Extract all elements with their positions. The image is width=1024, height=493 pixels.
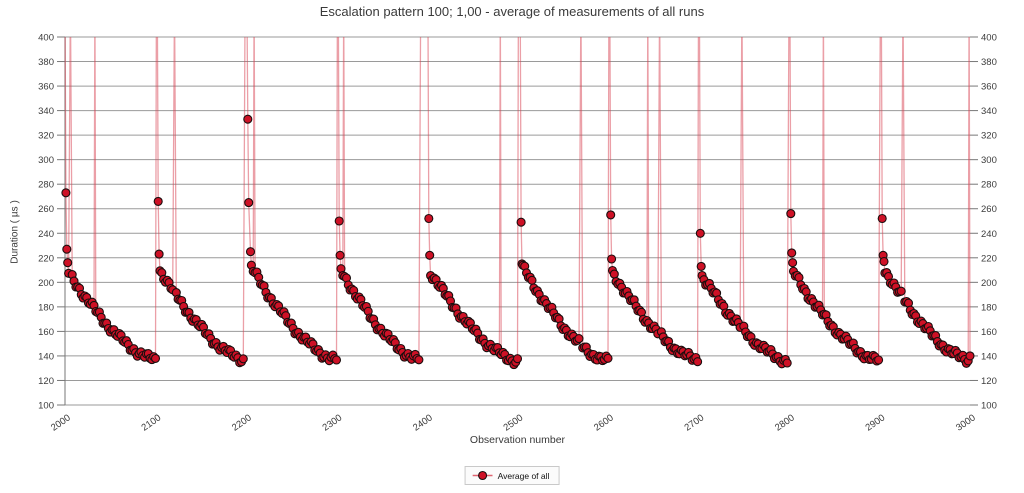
x-tick-label: 2500 — [502, 412, 526, 433]
data-point-marker — [61, 188, 71, 198]
y-tick-label: 340 — [38, 106, 54, 117]
series-average-of-all — [61, 37, 975, 370]
x-tick-label: 2200 — [230, 412, 254, 433]
data-point-marker — [603, 353, 613, 363]
x-tick-label: 2300 — [321, 412, 345, 433]
chart-title: Escalation pattern 100; 1,00 - average o… — [319, 4, 705, 19]
data-point-marker — [609, 269, 619, 279]
data-point-marker — [787, 248, 797, 258]
x-tick-label: 2400 — [411, 412, 435, 433]
data-point-marker — [62, 244, 72, 254]
data-point-marker — [607, 254, 617, 264]
x-tick-label: 2900 — [864, 412, 888, 433]
y-tick-label: 400 — [38, 33, 54, 44]
y-tick-label-right: 200 — [981, 278, 997, 289]
y-tick-label: 120 — [38, 376, 54, 387]
x-axis-label: Observation number — [469, 434, 566, 446]
y-tick-label: 240 — [38, 229, 54, 240]
y-tick-label: 320 — [38, 131, 54, 142]
y-tick-label-right: 280 — [981, 180, 997, 191]
y-tick-label-right: 380 — [981, 57, 997, 68]
x-tick-label: 3000 — [954, 412, 978, 433]
data-point-marker — [334, 216, 344, 226]
data-point-marker — [153, 196, 163, 206]
data-point-marker — [786, 209, 796, 219]
data-point-marker — [693, 357, 703, 367]
data-point-marker — [794, 272, 804, 283]
y-tick-label: 220 — [38, 253, 54, 264]
data-point-marker — [695, 228, 705, 238]
y-tick-label: 140 — [38, 351, 54, 362]
y-tick-label-right: 120 — [981, 376, 997, 387]
y-tick-label-right: 360 — [981, 82, 997, 93]
data-point-marker — [154, 249, 164, 259]
legend-label: Average of all — [497, 470, 550, 481]
y-tick-label-right: 240 — [981, 229, 997, 240]
y-tick-label: 260 — [38, 204, 54, 215]
y-tick-label: 160 — [38, 327, 54, 338]
data-point-marker — [238, 354, 248, 364]
data-point-marker — [331, 355, 342, 365]
data-point-marker — [244, 198, 254, 208]
y-tick-label-right: 100 — [981, 401, 997, 412]
data-point-marker — [424, 213, 434, 224]
data-point-marker — [606, 210, 616, 220]
data-point-marker — [335, 250, 345, 260]
y-tick-label-right: 300 — [981, 155, 997, 166]
y-tick-label-right: 220 — [981, 253, 997, 264]
data-point-marker — [788, 258, 798, 268]
data-point-marker — [63, 258, 73, 268]
data-point-marker — [574, 334, 584, 344]
x-tick-label: 2600 — [592, 412, 616, 433]
legend: Average of all — [464, 466, 560, 485]
data-point-marker — [877, 213, 887, 224]
y-tick-label-right: 340 — [981, 106, 997, 117]
data-point-marker — [965, 351, 975, 361]
x-tick-label: 2700 — [683, 412, 707, 433]
data-point-marker — [896, 286, 906, 296]
series-line — [64, 37, 971, 366]
legend-series-marker-icon — [472, 470, 493, 481]
y-axis-label: Duration ( µs ) — [9, 200, 21, 264]
y-tick-label: 300 — [38, 155, 54, 166]
x-tick-label: 2100 — [140, 412, 164, 433]
y-tick-label: 380 — [38, 57, 54, 68]
data-point-marker — [879, 256, 889, 267]
y-tick-label: 200 — [38, 278, 54, 289]
data-point-marker — [425, 250, 435, 260]
y-tick-label: 280 — [38, 180, 54, 191]
x-tick-label: 2000 — [49, 412, 73, 433]
data-point-marker — [782, 358, 792, 368]
y-tick-label-right: 400 — [981, 33, 997, 44]
y-tick-label-right: 180 — [981, 302, 997, 313]
data-point-marker — [150, 353, 161, 363]
y-tick-label: 360 — [38, 82, 54, 93]
data-point-marker — [527, 275, 537, 285]
data-point-marker — [243, 114, 253, 124]
y-tick-label-right: 320 — [981, 131, 997, 142]
data-point-marker — [245, 247, 256, 257]
y-tick-label: 100 — [38, 401, 54, 412]
data-point-marker — [414, 355, 424, 365]
y-tick-label-right: 160 — [981, 327, 997, 338]
data-point-marker — [696, 261, 706, 271]
data-point-marker — [516, 217, 526, 227]
data-point-marker — [512, 354, 523, 364]
y-tick-label-right: 260 — [981, 204, 997, 215]
y-tick-label-right: 140 — [981, 351, 997, 362]
plot-area: 100 100 120 120 140 140 160 160 180 180 200 200 220 2… — [38, 33, 997, 434]
y-tick-label: 180 — [38, 302, 54, 313]
data-point-marker — [874, 355, 884, 365]
x-tick-label: 2800 — [773, 412, 797, 433]
